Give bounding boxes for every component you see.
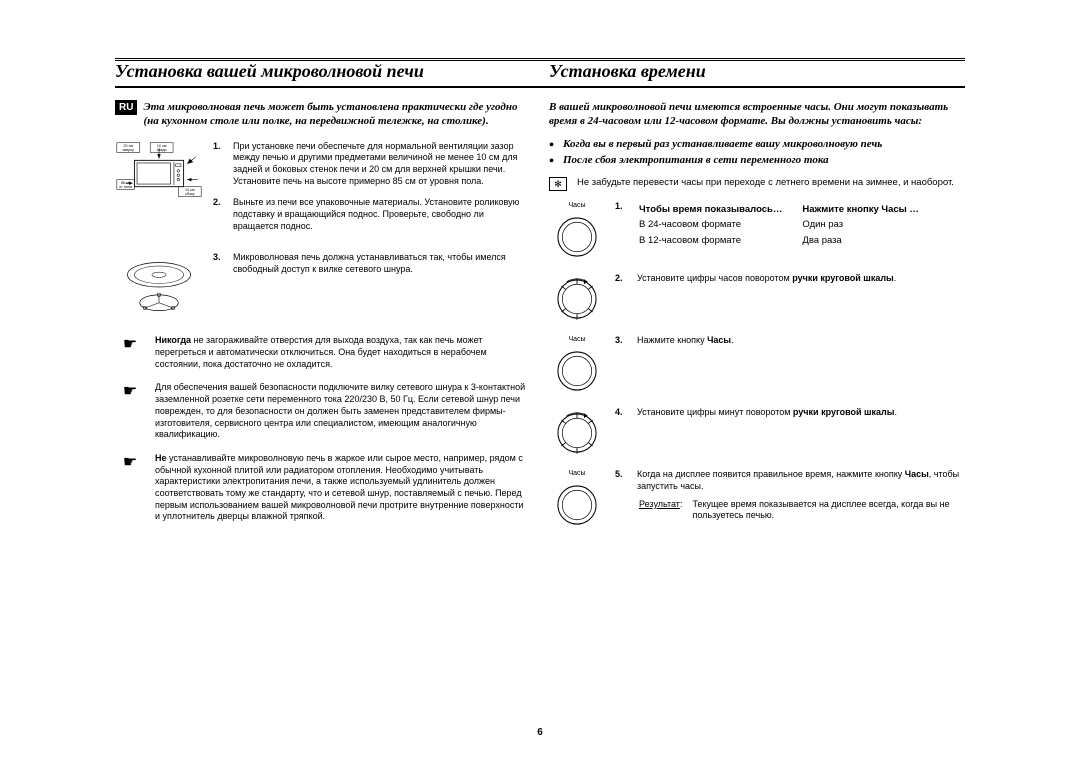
right-column: В вашей микроволновой печи имеются встро… — [549, 100, 965, 541]
svg-text:сбоку: сбоку — [185, 192, 195, 196]
note-icon: ✻ — [549, 177, 567, 191]
left-intro: Эта микроволновая печь может быть устано… — [143, 100, 531, 129]
install-steps-1-2: 20 см сверху 10 см сзади 10 см сбоку 85 … — [115, 141, 531, 243]
step-number: 1. — [213, 141, 225, 188]
dial-diagram: Часы — [549, 469, 605, 531]
cell: В 12-часовом формате — [639, 234, 800, 247]
titles: Установка вашей микроволновой печи Устан… — [115, 61, 965, 84]
warning-item: ☛ Никогда не загораживайте отверстия для… — [115, 335, 531, 370]
step-text: Нажмите кнопку Часы. — [637, 335, 965, 397]
step-text: Когда на дисплее появится правильное вре… — [637, 469, 965, 531]
svg-text:от пола: от пола — [119, 185, 133, 189]
step-number: 5. — [615, 469, 627, 531]
step-number: 3. — [213, 252, 225, 275]
hdr-right: Нажмите кнопку Часы … — [802, 203, 937, 216]
bullet-text: Для обеспечения вашей безопасности подкл… — [155, 382, 531, 440]
bold-word: Не — [155, 453, 167, 463]
step-text: Выньте из печи все упаковочные материалы… — [233, 197, 531, 232]
step-text: Установите цифры часов поворотом ручки к… — [637, 273, 965, 325]
step-number: 2. — [213, 197, 225, 232]
bullet-text: устанавливайте микроволновую печь в жарк… — [155, 453, 524, 521]
manual-page: Установка вашей микроволновой печи Устан… — [115, 55, 965, 738]
step-number: 3. — [615, 335, 627, 397]
dial-diagram: Часы — [549, 201, 605, 263]
step-text: Установите цифры минут поворотом ручки к… — [637, 407, 965, 459]
note: ✻ Не забудьте перевести часы при переход… — [549, 177, 965, 191]
cell: Один раз — [802, 218, 937, 231]
clock-step: Часы 3. Нажмите кнопку Часы. — [549, 335, 965, 397]
dial-label: Часы — [549, 469, 605, 478]
lang-badge: RU — [115, 100, 137, 115]
clock-step: Часы 5. Когда на дисплее появится правил… — [549, 469, 965, 531]
cell: В 24-часовом формате — [639, 218, 800, 231]
pointer-icon: ☛ — [115, 335, 145, 370]
install-step: 1. При установке печи обеспечьте для нор… — [213, 141, 531, 188]
step-text: При установке печи обеспечьте для нормал… — [233, 141, 531, 188]
svg-text:сверху: сверху — [122, 148, 134, 152]
step-number: 1. — [615, 201, 627, 263]
content-columns: RU Эта микроволновая печь может быть уст… — [115, 100, 965, 541]
format-table: Чтобы время показывалось…Нажмите кнопку … — [637, 201, 939, 249]
dial-diagram — [549, 273, 605, 325]
pointer-icon: ☛ — [115, 453, 145, 523]
warning-item: ☛ Не устанавливайте микроволновую печь в… — [115, 453, 531, 523]
step-body: Чтобы время показывалось…Нажмите кнопку … — [637, 201, 965, 263]
step-number: 2. — [615, 273, 627, 325]
pointer-icon: ☛ — [115, 382, 145, 440]
clock-condition: После сбоя электропитания в сети перемен… — [549, 153, 965, 167]
warning-item: ☛ Для обеспечения вашей безопасности под… — [115, 382, 531, 440]
install-step-3-row: 3. Микроволновая печь должна устанавлива… — [115, 252, 531, 325]
dial-diagram: Часы — [549, 335, 605, 397]
install-step: 2. Выньте из печи все упаковочные матери… — [213, 197, 531, 232]
heading-right: Установка времени — [549, 61, 965, 82]
result-text: Текущее время показывается на дисплее вс… — [692, 499, 963, 522]
left-column: RU Эта микроволновая печь может быть уст… — [115, 100, 531, 541]
svg-text:сзади: сзади — [157, 148, 167, 152]
cell: Два раза — [802, 234, 937, 247]
bullet-text: не загораживайте отверстия для выхода во… — [155, 335, 487, 368]
clock-step: 2. Установите цифры часов поворотом ручк… — [549, 273, 965, 325]
clock-step: Часы 1. Чтобы время показывалось…Нажмите… — [549, 201, 965, 263]
hdr-left: Чтобы время показывалось… — [639, 203, 800, 216]
step-number: 4. — [615, 407, 627, 459]
heading-left: Установка вашей микроволновой печи — [115, 61, 531, 82]
bold-word: Никогда — [155, 335, 191, 345]
dial-diagram — [549, 407, 605, 459]
step-text: Микроволновая печь должна устанавливатьс… — [233, 252, 531, 275]
dial-label: Часы — [549, 335, 605, 344]
microwave-diagram: 20 см сверху 10 см сзади 10 см сбоку 85 … — [115, 141, 203, 243]
hr-heading — [115, 86, 965, 88]
platter-diagram — [115, 252, 203, 325]
clock-condition: Когда вы в первый раз устанавливаете ваш… — [549, 137, 965, 151]
right-intro: В вашей микроволновой печи имеются встро… — [549, 100, 965, 129]
page-number: 6 — [537, 727, 543, 738]
install-step: 3. Микроволновая печь должна устанавлива… — [213, 252, 531, 275]
dial-label: Часы — [549, 201, 605, 210]
note-text: Не забудьте перевести часы при переходе … — [577, 177, 954, 191]
result-label: Результат — [639, 499, 680, 509]
clock-step: 4. Установите цифры минут поворотом ручк… — [549, 407, 965, 459]
clock-conditions: Когда вы в первый раз устанавливаете ваш… — [549, 137, 965, 168]
